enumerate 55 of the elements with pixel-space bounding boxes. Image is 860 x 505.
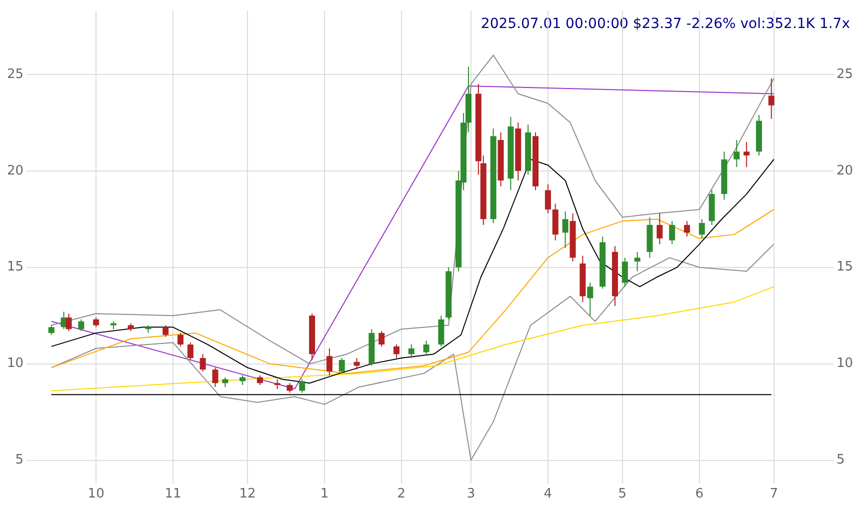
- candlestick: [698, 218, 705, 239]
- candlestick: [622, 257, 628, 288]
- y2-tick-label: 15: [836, 260, 854, 275]
- y-tick-label: 15: [6, 260, 24, 275]
- candlestick: [634, 251, 640, 272]
- y2-tick-label: 25: [836, 66, 854, 82]
- candlestick: [684, 220, 690, 237]
- candlestick: [256, 374, 263, 386]
- candlestick: [744, 141, 750, 168]
- candlestick: [326, 348, 332, 376]
- candlestick: [587, 282, 594, 316]
- x-tick-label: 10: [88, 486, 104, 502]
- candlestick: [286, 382, 293, 394]
- candlestick: [669, 220, 676, 245]
- candlestick: [393, 344, 400, 359]
- x-tick-label: 5: [618, 486, 627, 502]
- chart-title: 2025.07.01 00:00:00 $23.37 -2.26% vol:352.1K 1.7x: [480, 16, 850, 32]
- x-tick-label: 7: [770, 486, 778, 502]
- candlestick: [93, 317, 100, 328]
- x-tick-label: 2: [397, 486, 406, 502]
- candlestick: [187, 342, 194, 360]
- candlestick: [299, 378, 306, 394]
- candlestick: [48, 324, 54, 336]
- candlestick: [338, 358, 345, 374]
- x-tick-label: 11: [164, 486, 182, 502]
- y-tick-label: 25: [6, 66, 24, 82]
- candlestick: [768, 78, 774, 120]
- candlestick: [354, 358, 360, 370]
- candlestick: [562, 210, 568, 249]
- candlestick: [240, 374, 246, 386]
- candlestick: [274, 378, 280, 390]
- candlestick: [162, 324, 169, 338]
- y-tick-label: 10: [6, 356, 24, 372]
- candlestick: [408, 344, 414, 359]
- candlestick: [656, 212, 663, 245]
- candlestick: [378, 330, 385, 347]
- candlestick: [78, 318, 84, 332]
- y-tick-label: 20: [6, 163, 24, 178]
- y2-tick-label: 10: [836, 356, 854, 372]
- x-tick-label: 4: [544, 486, 552, 502]
- y2-tick-label: 20: [836, 163, 854, 178]
- candlestick: [544, 184, 551, 214]
- x-tick-label: 6: [695, 486, 704, 502]
- candlestick: [177, 332, 184, 347]
- candlestick: [734, 140, 740, 168]
- y-tick-label: 5: [15, 452, 24, 468]
- candlestick: [200, 354, 206, 372]
- candlestick: [222, 376, 228, 388]
- candlestick: [423, 340, 430, 355]
- x-tick-label: 1: [320, 486, 329, 502]
- candlestick: [66, 313, 72, 332]
- candlestick: [212, 367, 218, 388]
- x-tick-label: 12: [239, 486, 256, 502]
- x-tick-label: 3: [466, 486, 476, 502]
- y2-tick-label: 5: [836, 452, 845, 468]
